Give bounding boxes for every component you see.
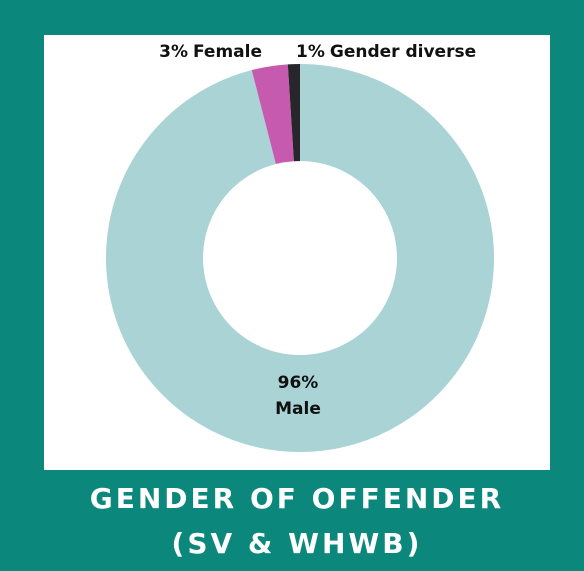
category-label: Female [193, 42, 262, 62]
donut-slice [105, 64, 495, 453]
value-label: 96% [278, 373, 319, 393]
category-label: Gender diverse [330, 42, 476, 62]
slice-label: 96% Male [275, 373, 321, 419]
slice-label: 1% Gender diverse [296, 42, 476, 62]
category-label: Male [275, 399, 321, 419]
value-label: 1% [296, 42, 325, 62]
chart-title: GENDER OF OFFENDER [90, 482, 504, 515]
donut-slice [287, 64, 300, 162]
slice-label: 3% Female [159, 42, 262, 62]
chart-subtitle: (SV & WHWB) [172, 527, 423, 560]
value-label: 3% [159, 42, 188, 62]
donut-slice [251, 64, 294, 165]
